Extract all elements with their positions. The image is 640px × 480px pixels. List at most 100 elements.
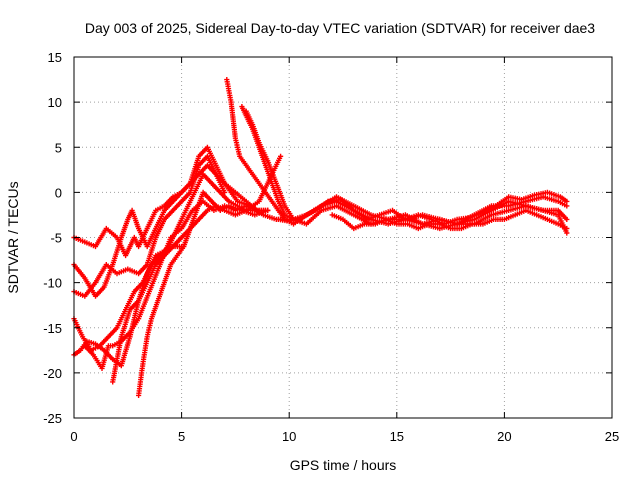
data-point [292,223,295,225]
data-point [228,200,230,203]
data-point [223,191,226,194]
data-point [525,209,527,212]
data-point [131,209,133,212]
data-point [116,327,118,329]
data-point [155,236,157,239]
series-track-4 [71,162,271,299]
data-point [378,214,381,216]
data-point [198,173,200,176]
data-point [81,336,84,338]
data-point [236,205,239,207]
data-point [404,218,407,221]
data-point [533,194,536,196]
data-point [241,209,243,212]
data-point [172,245,174,248]
data-point [439,218,441,221]
data-point [155,263,157,266]
data-point [374,223,377,225]
data-point [245,205,247,207]
data-point [271,182,273,185]
data-point [215,164,217,167]
y-tick-label: -25 [43,411,62,426]
data-point [566,205,568,207]
data-point [215,173,217,176]
y-tick-label: -10 [43,276,62,291]
data-point [520,198,523,201]
data-point [191,209,194,212]
data-point [566,200,568,203]
data-point [495,205,497,207]
data-point [172,196,174,198]
data-point [202,173,204,176]
data-point [103,349,105,352]
data-point [557,214,559,216]
data-point [94,281,97,284]
data-point [150,263,153,266]
data-point [284,205,286,207]
data-point [157,299,159,302]
data-point [146,336,148,338]
data-point [236,200,239,203]
series-markers [82,198,271,371]
data-point [155,227,157,230]
data-point [279,155,282,158]
data-point [99,345,101,347]
data-point [456,223,458,225]
x-tick-label: 10 [282,429,296,444]
data-point [256,209,258,212]
x-tick-label: 15 [390,429,404,444]
data-point [189,182,191,185]
data-point [353,214,355,216]
data-point [363,223,366,225]
data-point [456,218,458,221]
series-markers [71,162,271,299]
data-point [241,105,243,108]
data-point [525,205,527,207]
data-point [94,295,97,298]
series-track-7 [110,203,260,385]
data-point [238,155,241,158]
data-point [146,263,148,266]
data-point [566,227,568,230]
series-layer [71,77,570,398]
data-point [288,220,291,223]
data-point [120,336,123,338]
data-point [111,345,114,347]
data-point [228,205,230,207]
data-point [170,236,172,239]
y-axis-label: SDTVAR / TECUs [5,181,21,293]
data-point [507,196,510,198]
data-point [482,223,484,225]
data-point [213,209,215,212]
data-point [230,101,232,103]
data-point [557,209,559,212]
data-point [176,254,179,257]
data-point [155,254,157,257]
data-point [94,245,97,248]
data-point [163,218,166,221]
data-point [353,209,355,212]
data-point [84,295,86,298]
series-track-8 [136,189,271,398]
series-track-6 [82,198,271,371]
data-point [107,336,110,338]
data-point [546,218,549,221]
y-tick-label: -15 [43,321,62,336]
data-point [335,196,338,198]
data-point [180,236,183,239]
data-point [142,363,144,365]
data-point [195,209,198,212]
data-point [198,164,200,167]
data-point [428,223,430,225]
data-point [535,214,538,216]
data-point [507,200,510,203]
data-point [146,227,148,230]
data-point [172,200,174,203]
data-point [301,216,303,219]
data-point [492,218,495,221]
data-point [127,268,129,270]
data-point [277,200,280,203]
data-point [163,205,166,207]
data-point [266,209,269,212]
grid-layer [74,57,612,418]
